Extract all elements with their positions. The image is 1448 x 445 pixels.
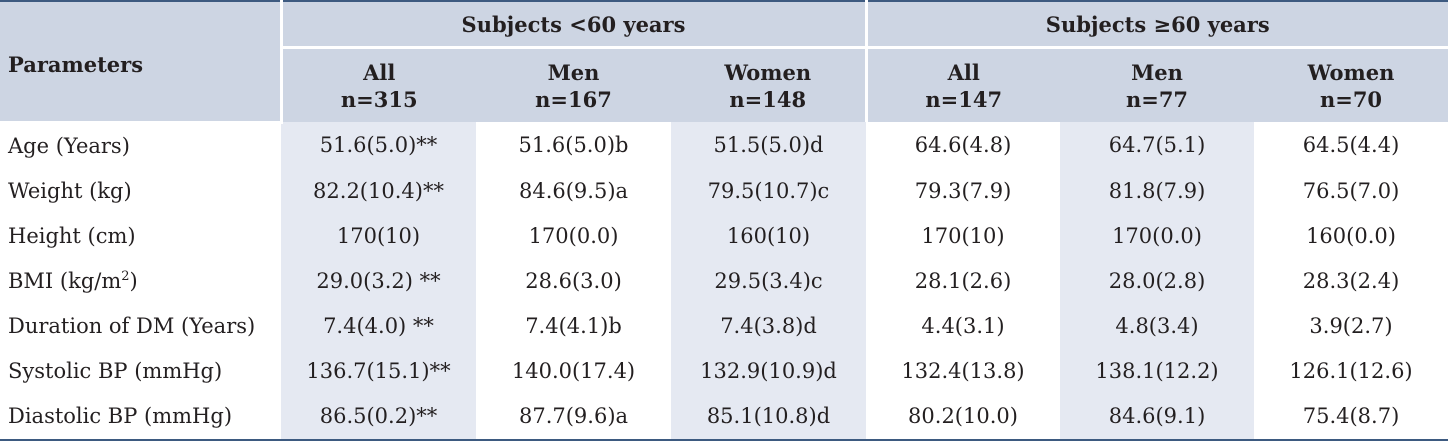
table-cell: 138.1(12.2) [1060,348,1254,394]
table-row: Duration of DM (Years) 7.4(4.0) ** 7.4(4… [0,303,1448,349]
superscript: 2 [121,269,130,284]
subgroup-header: All n=147 [866,47,1060,122]
table-cell: 170(10) [921,224,1005,248]
subgroup-label: All [363,60,396,85]
table-cell: 170(0.0) [528,224,619,248]
table-cell: 64.7(5.1) [1060,122,1254,169]
table-cell: 84.6(9.1) [1060,393,1254,440]
table-cell: 64.5(4.4) [1302,133,1400,158]
row-label: Age (Years) [8,134,130,158]
group-header-60-plus: Subjects ≥60 years [866,1,1448,49]
table-cell: 7.4(3.8)d [671,303,866,349]
subgroup-header: Men n=77 [1060,47,1254,122]
table-cell: 126.1(12.6) [1289,359,1413,383]
header-group-row: Parameters Subjects <60 years Subjects ≥… [0,1,1448,124]
table-row: Height (cm) 170(10) 170(0.0) 160(10) 170… [0,213,1448,259]
row-label: Height (cm) [8,224,136,248]
table-cell: 28.6(3.0) [525,269,622,293]
table-cell: 170(0.0) [1060,213,1254,259]
parameters-header: Parameters [0,1,283,124]
subgroup-header: Women n=70 [1254,47,1448,122]
table-row: Diastolic BP (mmHg) 86.5(0.2)** 87.7(9.6… [0,393,1448,440]
table-cell: 28.1(2.6) [914,269,1012,293]
row-label-end: ) [129,269,138,293]
table-cell: 51.5(5.0)d [671,122,866,169]
table-cell: 80.2(10.0) [908,404,1018,428]
subgroup-n: n=167 [535,87,612,112]
table-cell: 81.8(7.9) [1060,168,1254,214]
table-cell: 4.4(3.1) [921,314,1005,338]
table-cell: 4.8(3.4) [1060,303,1254,349]
header-subgroup-row: All n=315 Men n=167 Women n=148 All n=147 Me… [0,47,1448,122]
table-body: Age (Years) 51.6(5.0)** 51.6(5.0)b 51.5(… [0,122,1448,440]
table-cell: 84.6(9.5)a [518,179,629,203]
subgroup-header: All n=315 [281,47,476,122]
subgroup-n: n=147 [925,87,1003,112]
table-cell: 29.5(3.4)c [671,258,866,304]
row-label: Duration of DM (Years) [8,314,256,338]
table-row: Weight (kg) 82.2(10.4)** 84.6(9.5)a 79.5… [0,168,1448,214]
subgroup-header: Men n=167 [476,47,671,122]
table-cell: 170(10) [281,213,476,259]
table-cell: 7.4(4.1)b [525,314,622,338]
subgroup-n: n=148 [729,87,807,112]
table-cell: 85.1(10.8)d [671,393,866,440]
table-cell: 132.9(10.9)d [671,348,866,394]
table-cell: 79.3(7.9) [914,179,1012,203]
table-cell: 79.5(10.7)c [671,168,866,214]
table-cell: 28.3(2.4) [1302,269,1400,293]
group-header-under-60: Subjects <60 years [281,1,868,49]
table-cell: 29.0(3.2) ** [281,258,476,304]
subgroup-n: n=77 [1125,87,1189,112]
subgroup-n: n=315 [340,87,418,112]
row-label: BMI (kg/m2) [0,259,281,304]
table-cell: 160(0.0) [1306,224,1396,248]
table-row: Age (Years) 51.6(5.0)** 51.6(5.0)b 51.5(… [0,122,1448,169]
table-cell: 160(10) [671,213,866,259]
subgroup-header: Women n=148 [671,47,868,122]
table-cell: 82.2(10.4)** [281,168,476,214]
table-cell: 51.6(5.0)** [281,122,476,169]
row-label: Weight (kg) [8,179,132,203]
subgroup-label: Men [547,60,600,85]
table-cell: 28.0(2.8) [1060,258,1254,304]
table-cell: 7.4(4.0) ** [281,303,476,349]
row-label: Diastolic BP (mmHg) [8,404,233,428]
subgroup-label: Women [724,60,812,85]
subgroup-n: n=70 [1319,87,1383,112]
table-cell: 132.4(13.8) [901,359,1025,383]
table-row: BMI (kg/m2) 29.0(3.2) ** 28.6(3.0) 29.5(… [0,258,1448,304]
table-row: Systolic BP (mmHg) 136.7(15.1)** 140.0(1… [0,348,1448,394]
subgroup-label: Men [1131,60,1183,85]
table-cell: 140.0(17.4) [511,359,636,383]
subgroup-label: All [947,60,980,85]
table-cell: 87.7(9.6)a [518,404,629,428]
subgroup-label: Women [1307,60,1395,85]
table-cell: 3.9(2.7) [1309,314,1393,338]
table-cell: 136.7(15.1)** [281,348,476,394]
row-label: Systolic BP (mmHg) [8,359,223,383]
row-label-text: BMI (kg/m [8,269,122,293]
table-cell: 86.5(0.2)** [281,393,476,440]
table-cell: 51.6(5.0)b [518,133,629,158]
table-cell: 76.5(7.0) [1302,179,1400,203]
table-cell: 64.6(4.8) [914,133,1012,158]
table-header: Parameters Subjects <60 years Subjects ≥… [0,1,1448,124]
table-cell: 75.4(8.7) [1302,404,1400,428]
